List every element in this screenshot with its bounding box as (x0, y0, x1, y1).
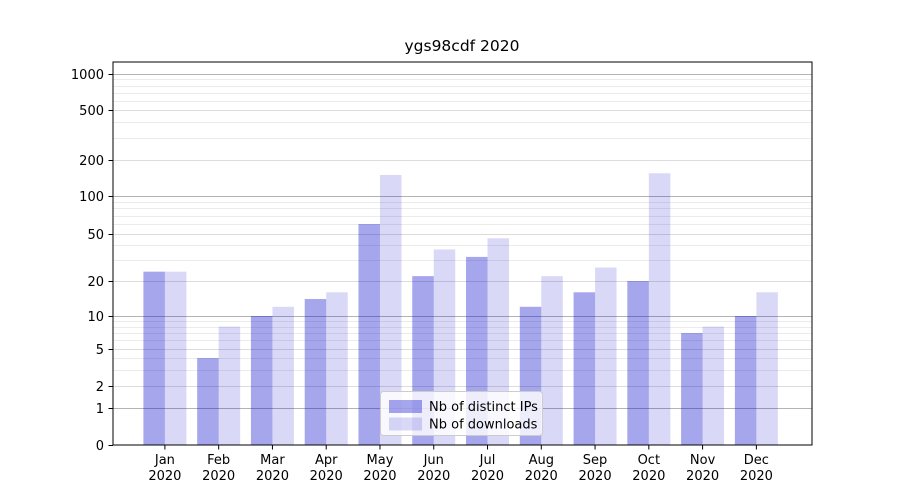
x-tick-label-year: 2020 (471, 469, 504, 484)
x-tick-label-month: Mar (260, 453, 285, 468)
x-tick-label-year: 2020 (740, 469, 773, 484)
x-tick-label-month: Sep (583, 453, 608, 468)
bar-downloads-sep (595, 267, 617, 445)
bar-ips-mar (250, 316, 273, 445)
bar-ips-feb (197, 358, 219, 445)
y-tick-label: 10 (87, 310, 104, 325)
x-tick-label-month: Jun (423, 453, 444, 468)
bar-ips-may (358, 224, 380, 445)
legend-label-downloads: Nb of downloads (429, 418, 538, 433)
bar-ips-sep (573, 292, 596, 445)
x-tick-label-month: Apr (315, 453, 338, 468)
x-tick-label-year: 2020 (525, 469, 558, 484)
x-tick-label-year: 2020 (202, 469, 235, 484)
x-tick-label-month: Feb (207, 453, 230, 468)
y-tick-label: 0 (96, 439, 104, 454)
bar-downloads-apr (326, 292, 348, 445)
bar-downloads-jan (164, 271, 187, 445)
y-tick-label: 20 (87, 275, 104, 290)
x-tick-label-year: 2020 (256, 469, 289, 484)
y-tick-label: 50 (87, 228, 104, 243)
legend-swatch-downloads (389, 417, 422, 431)
x-tick-label-month: Nov (690, 453, 716, 468)
bar-downloads-nov (702, 326, 725, 445)
x-tick-label-year: 2020 (417, 469, 450, 484)
x-tick-label-month: Jul (479, 453, 496, 468)
bar-ips-apr (304, 299, 327, 445)
x-tick-label-month: Dec (744, 453, 769, 468)
bar-downloads-oct (648, 173, 671, 446)
bar-downloads-may (379, 174, 402, 445)
x-tick-label-year: 2020 (310, 469, 343, 484)
axis-layer: 01251020501002005001000Jan2020Feb2020Mar… (71, 68, 773, 484)
y-tick-label: 200 (79, 154, 104, 169)
plot-border (112, 61, 813, 446)
x-tick-label-month: May (367, 453, 394, 468)
y-tick-label: 500 (79, 104, 104, 119)
bar-downloads-feb (218, 326, 241, 445)
x-tick-label-month: Oct (638, 453, 660, 468)
bar-ips-jan (143, 271, 165, 445)
x-tick-label-year: 2020 (148, 469, 181, 484)
y-tick-label: 1 (96, 402, 104, 417)
bars-layer (143, 173, 778, 446)
x-tick-label-year: 2020 (579, 469, 612, 484)
legend-label-distinct-ips: Nb of distinct IPs (429, 400, 538, 415)
bar-ips-nov (681, 332, 703, 445)
y-tick-label: 5 (96, 343, 104, 358)
bar-downloads-mar (272, 306, 294, 445)
bar-ips-dec (734, 316, 757, 445)
x-tick-label-year: 2020 (632, 469, 665, 484)
bar-downloads-aug (541, 276, 563, 445)
bar-ips-oct (627, 281, 649, 445)
legend-swatch-distinct-ips (389, 400, 422, 413)
chart-title: ygs98cdf 2020 (404, 37, 519, 55)
y-tick-label: 1000 (71, 68, 104, 83)
y-tick-label: 2 (96, 380, 104, 395)
legend-box (380, 391, 543, 436)
x-tick-label-month: Aug (529, 453, 554, 468)
x-tick-label-year: 2020 (363, 469, 396, 484)
legend: Nb of distinct IPs Nb of downloads (380, 391, 543, 436)
x-tick-label-month: Jan (154, 453, 175, 468)
y-tick-label: 100 (79, 190, 104, 205)
x-tick-label-year: 2020 (686, 469, 719, 484)
bar-downloads-dec (756, 292, 778, 445)
